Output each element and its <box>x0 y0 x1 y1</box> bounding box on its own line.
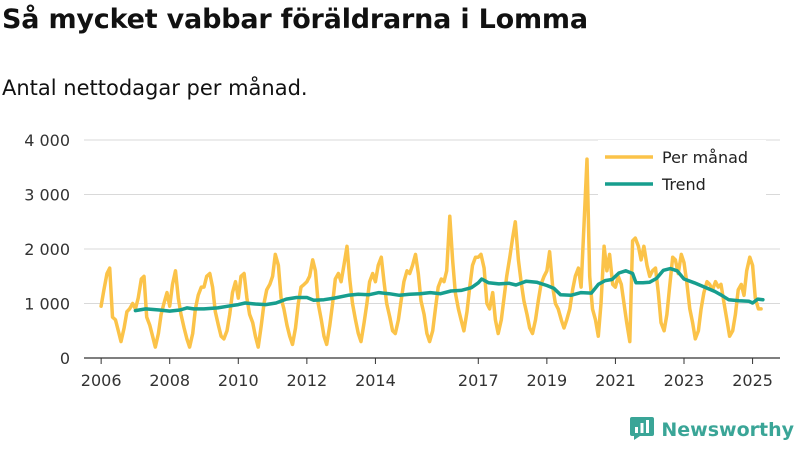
legend: Per månad Trend <box>598 140 766 196</box>
chart-title: Så mycket vabbar föräldrarna i Lomma <box>2 4 588 35</box>
legend-background <box>598 140 766 196</box>
series-lines <box>99 157 765 349</box>
x-tick-label: 2010 <box>218 371 259 390</box>
legend-label-per-month: Per månad <box>662 148 748 167</box>
x-axis-ticks: 2006 2008 2010 2012 2014 2017 2019 2021 2023 2025 <box>81 358 773 390</box>
x-tick-label: 2017 <box>458 371 499 390</box>
y-tick-label: 3 000 <box>24 186 70 205</box>
x-tick-label: 2008 <box>149 371 190 390</box>
brand-logo: Newsworthy <box>629 415 794 445</box>
y-tick-label: 1 000 <box>24 295 70 314</box>
chart-subtitle: Antal nettodagar per månad. <box>2 76 308 100</box>
series-line-per-month <box>99 157 763 349</box>
y-tick-label: 4 000 <box>24 131 70 150</box>
brand-name: Newsworthy <box>661 419 794 441</box>
y-tick-label: 0 <box>60 349 70 368</box>
x-tick-label: 2006 <box>81 371 122 390</box>
y-tick-label: 2 000 <box>24 240 70 259</box>
x-tick-label: 2023 <box>664 371 705 390</box>
y-axis-ticks: 0 1 000 2 000 3 000 4 000 <box>24 131 70 368</box>
x-tick-label: 2012 <box>286 371 327 390</box>
legend-label-trend: Trend <box>661 175 706 194</box>
x-tick-label: 2025 <box>732 371 773 390</box>
series-line-trend <box>133 266 765 313</box>
x-tick-label: 2014 <box>355 371 396 390</box>
newsworthy-logo-icon <box>629 415 655 445</box>
x-tick-label: 2021 <box>595 371 636 390</box>
x-tick-label: 2019 <box>526 371 567 390</box>
